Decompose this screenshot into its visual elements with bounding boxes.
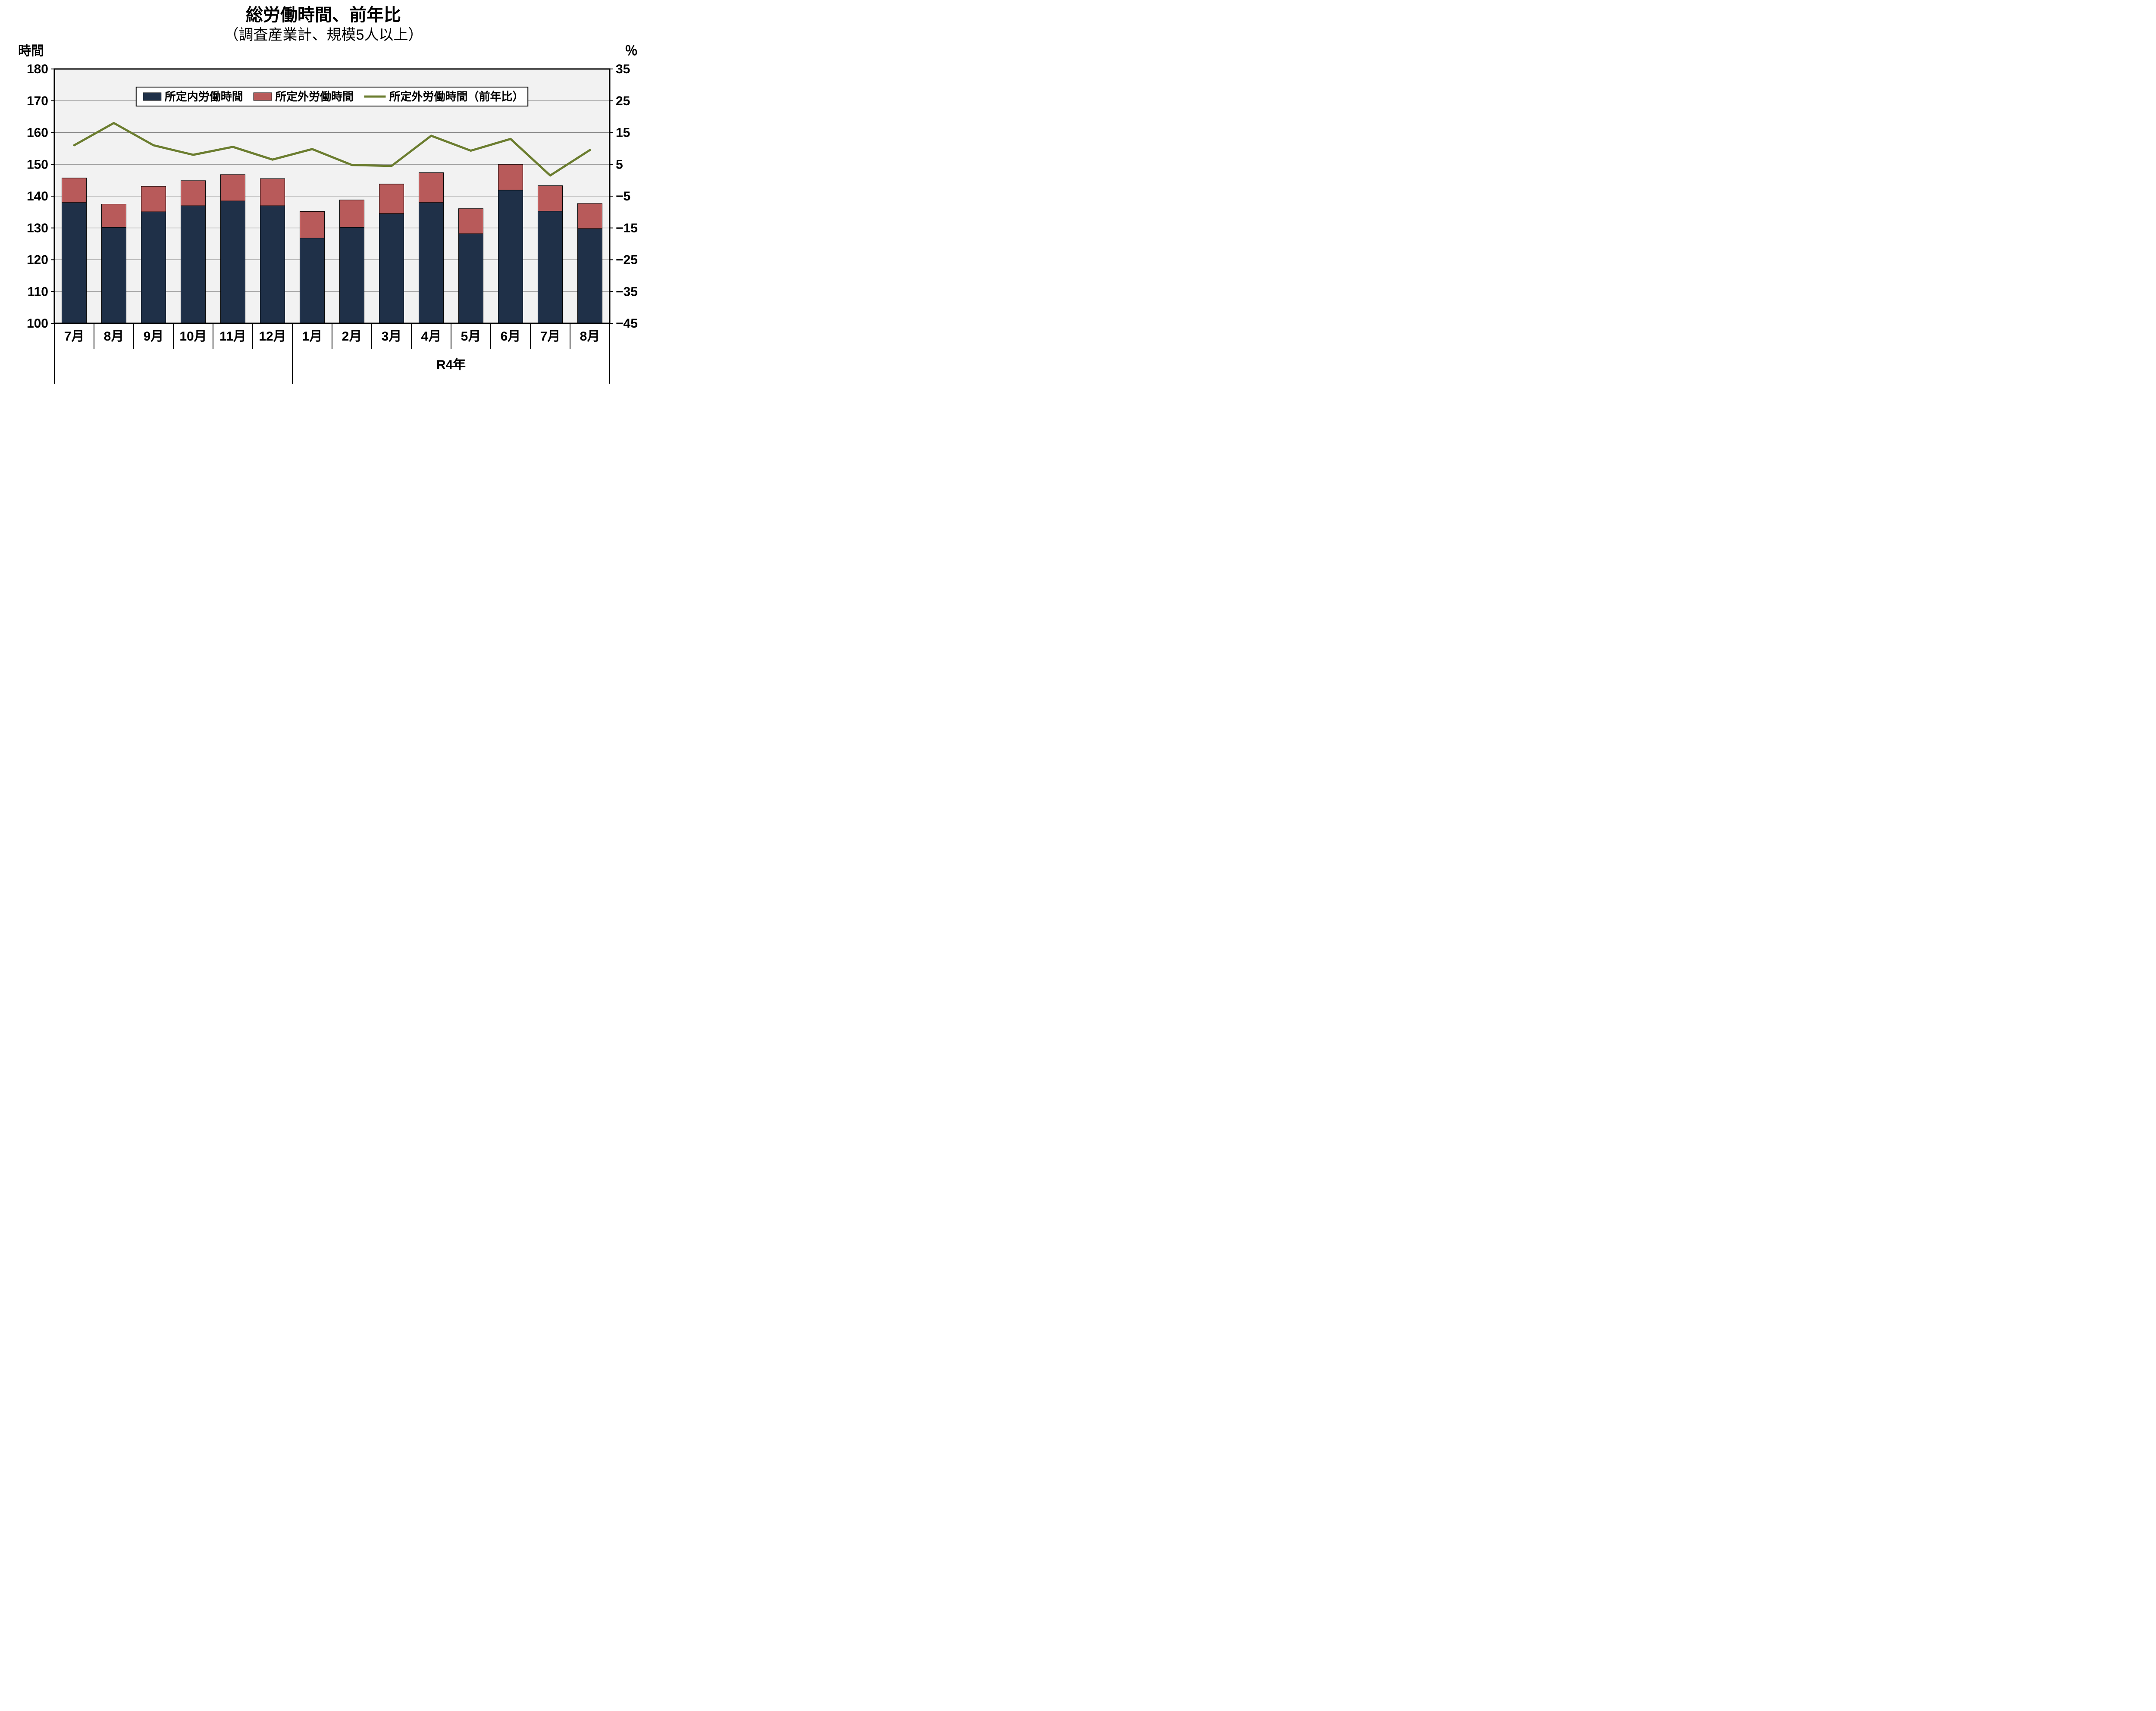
left-tick-label: 140 <box>27 189 48 203</box>
bar-segment-inner <box>339 227 364 323</box>
legend-swatch-bar <box>143 93 161 100</box>
bar-segment-inner <box>260 206 285 323</box>
right-tick-label: −35 <box>616 285 638 299</box>
bar-segment-inner <box>419 203 443 323</box>
legend-label: 所定外労働時間（前年比） <box>389 90 523 103</box>
bar-segment-outer <box>181 181 205 206</box>
right-tick-label: 15 <box>616 126 630 140</box>
left-tick-label: 110 <box>28 285 48 299</box>
bar-segment-outer <box>101 204 126 227</box>
bar-segment-inner <box>181 206 205 323</box>
bar-segment-outer <box>260 178 285 206</box>
bar-segment-inner <box>498 190 523 323</box>
legend-swatch-bar <box>254 93 272 100</box>
bar-segment-outer <box>419 172 443 202</box>
bar-segment-inner <box>379 214 404 323</box>
bar-segment-outer <box>62 178 86 203</box>
left-tick-label: 160 <box>27 126 48 140</box>
bar-segment-outer <box>577 203 602 228</box>
category-label: 11月 <box>219 329 246 344</box>
category-label: 4月 <box>421 329 442 344</box>
bar-segment-outer <box>498 164 523 190</box>
category-label: 7月 <box>540 329 561 344</box>
category-label: 12月 <box>259 329 286 344</box>
bar-segment-outer <box>141 186 166 212</box>
right-tick-label: −25 <box>616 253 638 267</box>
category-label: 6月 <box>501 329 521 344</box>
category-label: 3月 <box>382 329 402 344</box>
chart-container: 総労働時間、前年比 （調査産業計、規模5人以上） 時間 ％ 100 110 120 130 14… <box>0 0 647 422</box>
bar-segment-outer <box>300 211 324 238</box>
bar-segment-inner <box>101 227 126 323</box>
bar-segment-inner <box>62 203 86 323</box>
left-tick-label: 130 <box>27 221 48 235</box>
group-label: R4年 <box>436 358 466 372</box>
bar-segment-inner <box>141 212 166 323</box>
legend-label: 所定内労働時間 <box>165 90 243 103</box>
chart-svg: 総労働時間、前年比 （調査産業計、規模5人以上） 時間 ％ 100 110 120 130 14… <box>0 0 647 422</box>
bar-segment-inner <box>220 201 245 323</box>
bar-segment-outer <box>220 175 245 201</box>
left-tick-label: 120 <box>27 253 48 267</box>
category-label: 8月 <box>580 329 600 344</box>
category-label: 2月 <box>342 329 362 344</box>
right-tick-label: −5 <box>616 189 630 203</box>
bar-segment-outer <box>538 186 562 211</box>
bar-segment-inner <box>300 238 324 323</box>
right-tick-label: 25 <box>616 94 630 108</box>
category-label: 10月 <box>179 329 207 344</box>
left-axis-title: 時間 <box>18 44 44 58</box>
chart-title-sub: （調査産業計、規模5人以上） <box>224 27 423 43</box>
bar-segment-outer <box>379 184 404 214</box>
right-tick-label: 35 <box>616 62 630 76</box>
left-tick-label: 100 <box>27 316 48 331</box>
bar-segment-inner <box>458 234 483 323</box>
right-axis-title: ％ <box>625 44 638 58</box>
bar-segment-inner <box>538 211 562 323</box>
category-label: 1月 <box>302 329 323 344</box>
left-tick-label: 180 <box>27 62 48 76</box>
legend-label: 所定外労働時間 <box>275 90 354 103</box>
right-tick-label: 5 <box>616 157 623 172</box>
left-tick-label: 170 <box>27 94 48 108</box>
category-label: 7月 <box>64 329 85 344</box>
category-label: 9月 <box>144 329 164 344</box>
category-label: 5月 <box>461 329 481 344</box>
bar-segment-outer <box>339 200 364 227</box>
right-tick-label: −15 <box>616 221 638 235</box>
bar-segment-outer <box>458 209 483 234</box>
chart-title-main: 総労働時間、前年比 <box>246 6 401 25</box>
right-tick-label: −45 <box>616 316 638 331</box>
category-label: 8月 <box>104 329 124 344</box>
left-tick-label: 150 <box>27 157 48 172</box>
bar-segment-inner <box>577 228 602 323</box>
